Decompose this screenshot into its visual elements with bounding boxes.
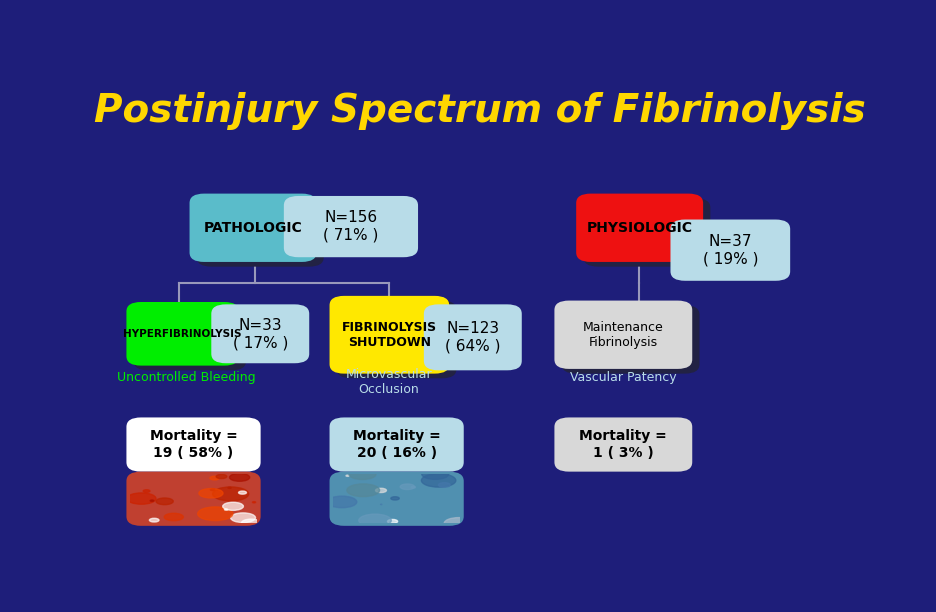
FancyBboxPatch shape [329,417,463,472]
FancyBboxPatch shape [126,472,260,526]
Text: N=33
( 17% ): N=33 ( 17% ) [232,318,288,350]
Text: N=37
( 19% ): N=37 ( 19% ) [703,234,758,266]
FancyBboxPatch shape [554,300,693,369]
Text: Uncontrolled Bleeding: Uncontrolled Bleeding [117,371,256,384]
Text: N=123
( 64% ): N=123 ( 64% ) [445,321,501,354]
FancyBboxPatch shape [134,307,246,370]
FancyBboxPatch shape [126,417,260,472]
Text: Vascular Patency: Vascular Patency [570,371,677,384]
FancyBboxPatch shape [126,302,239,365]
FancyBboxPatch shape [189,193,316,262]
Text: N=156
( 71% ): N=156 ( 71% ) [323,211,379,243]
Text: PHYSIOLOGIC: PHYSIOLOGIC [587,221,693,235]
FancyBboxPatch shape [329,296,449,373]
Text: FIBRINOLYSIS
SHUTDOWN: FIBRINOLYSIS SHUTDOWN [342,321,437,349]
Text: Microvascular
Occlusion: Microvascular Occlusion [345,368,432,396]
FancyBboxPatch shape [577,193,703,262]
FancyBboxPatch shape [212,304,309,364]
FancyBboxPatch shape [562,305,699,373]
FancyBboxPatch shape [670,220,790,281]
Text: Mortality =
1 ( 3% ): Mortality = 1 ( 3% ) [579,430,667,460]
Text: Mortality =
20 ( 16% ): Mortality = 20 ( 16% ) [353,430,441,460]
Text: HYPERFIBRINOLYSIS: HYPERFIBRINOLYSIS [124,329,241,339]
Text: Mortality =
19 ( 58% ): Mortality = 19 ( 58% ) [150,430,238,460]
FancyBboxPatch shape [424,304,521,370]
FancyBboxPatch shape [554,417,693,472]
FancyBboxPatch shape [197,198,324,267]
FancyBboxPatch shape [337,300,457,378]
FancyBboxPatch shape [583,198,710,267]
FancyBboxPatch shape [284,196,418,257]
Text: Maintenance
Fibrinolysis: Maintenance Fibrinolysis [583,321,664,349]
Text: PATHOLOGIC: PATHOLOGIC [204,221,302,235]
FancyBboxPatch shape [329,472,463,526]
Text: Postinjury Spectrum of Fibrinolysis: Postinjury Spectrum of Fibrinolysis [94,92,866,130]
